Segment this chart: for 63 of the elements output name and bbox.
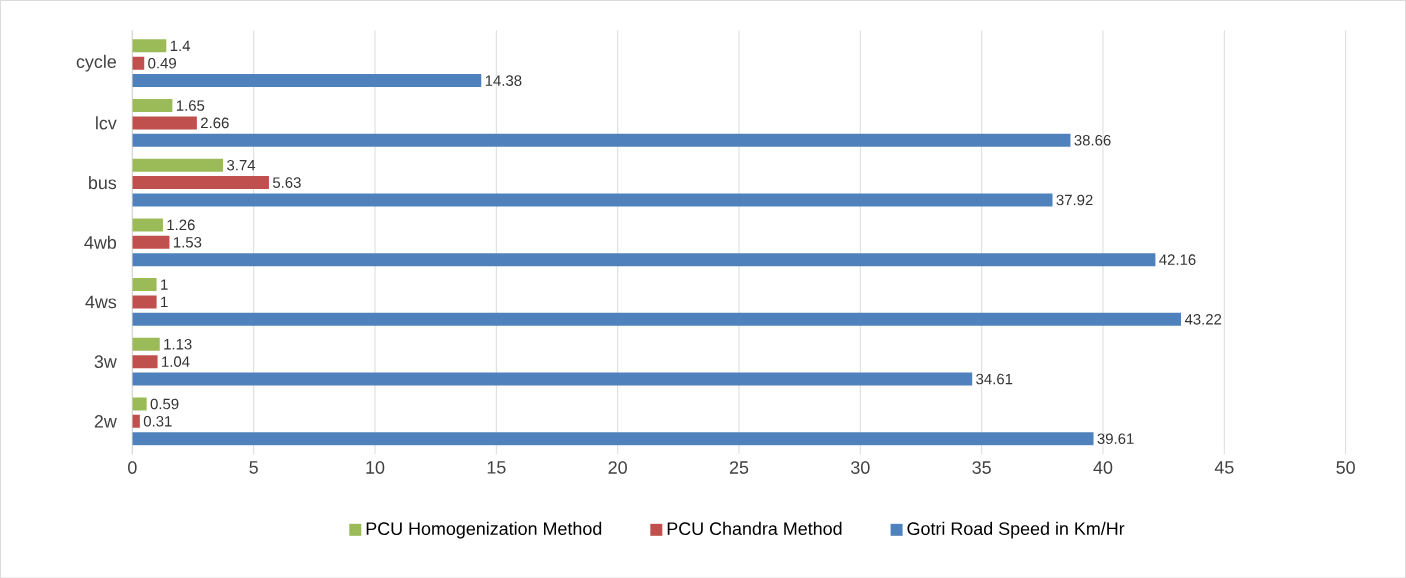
data-label: 39.61	[1097, 433, 1134, 444]
legend-label: Gotri Road Speed in Km/Hr	[907, 521, 1125, 539]
y-tick-label: 2w	[94, 414, 117, 428]
y-tick-label: cycle	[76, 54, 117, 72]
data-label: 0.31	[143, 415, 172, 427]
x-tick-label: 30	[851, 460, 870, 474]
bar	[132, 175, 269, 189]
data-label: 1.53	[173, 236, 202, 248]
bar	[132, 295, 157, 309]
bar	[132, 431, 1094, 445]
bar	[132, 158, 224, 172]
data-label: 5.63	[272, 177, 301, 188]
x-tick-label: 35	[972, 460, 991, 474]
x-tick-label: 0	[128, 460, 137, 474]
bar	[132, 218, 163, 232]
bar	[132, 252, 1156, 266]
x-tick-label: 25	[729, 460, 749, 474]
y-tick-label: bus	[89, 175, 117, 189]
y-tick-label: 4wb	[84, 235, 117, 249]
x-tick-label: 45	[1214, 460, 1234, 474]
x-tick-label: 40	[1093, 460, 1113, 474]
x-tick-label: 5	[249, 460, 258, 474]
data-label: 14.38	[485, 75, 522, 86]
bar	[132, 98, 173, 112]
legend-label: PCU Homogenization Method	[366, 521, 602, 539]
x-tick-label: 10	[366, 460, 385, 474]
bar	[132, 116, 197, 130]
bar	[132, 56, 145, 70]
y-tick-label: lcv	[96, 116, 117, 130]
data-label: 1.04	[162, 356, 190, 367]
data-label: 42.16	[1159, 254, 1196, 265]
bar	[132, 39, 167, 53]
bar	[132, 372, 973, 386]
bar	[132, 337, 160, 351]
bar	[132, 312, 1182, 326]
bar	[132, 133, 1071, 147]
bar	[132, 235, 170, 249]
data-label: 1.26	[167, 219, 195, 230]
bar	[132, 397, 147, 411]
y-tick-label: 4ws	[85, 295, 117, 308]
bar	[132, 73, 482, 87]
data-label: 1.4	[170, 40, 191, 51]
bar	[132, 414, 140, 428]
data-label: 2.66	[201, 117, 229, 128]
data-label: 1	[161, 279, 168, 290]
data-label: 34.61	[976, 373, 1013, 385]
data-label: 38.66	[1074, 134, 1111, 146]
x-tick-label: 15	[487, 460, 506, 474]
y-tick-label: 3w	[94, 355, 117, 368]
bar	[132, 193, 1053, 207]
bar	[132, 277, 157, 291]
data-label: 0.49	[148, 57, 176, 69]
data-label: 1.13	[164, 338, 192, 350]
data-label: 43.22	[1184, 313, 1222, 325]
data-label: 37.92	[1056, 194, 1093, 206]
data-label: 1.65	[176, 99, 205, 111]
legend-label: PCU Chandra Method	[667, 521, 842, 535]
data-label: 1	[161, 296, 168, 307]
data-label: 0.59	[150, 398, 179, 409]
x-tick-label: 50	[1336, 460, 1355, 474]
bar	[132, 354, 158, 368]
data-label: 3.74	[227, 159, 256, 171]
x-tick-label: 20	[608, 460, 627, 474]
